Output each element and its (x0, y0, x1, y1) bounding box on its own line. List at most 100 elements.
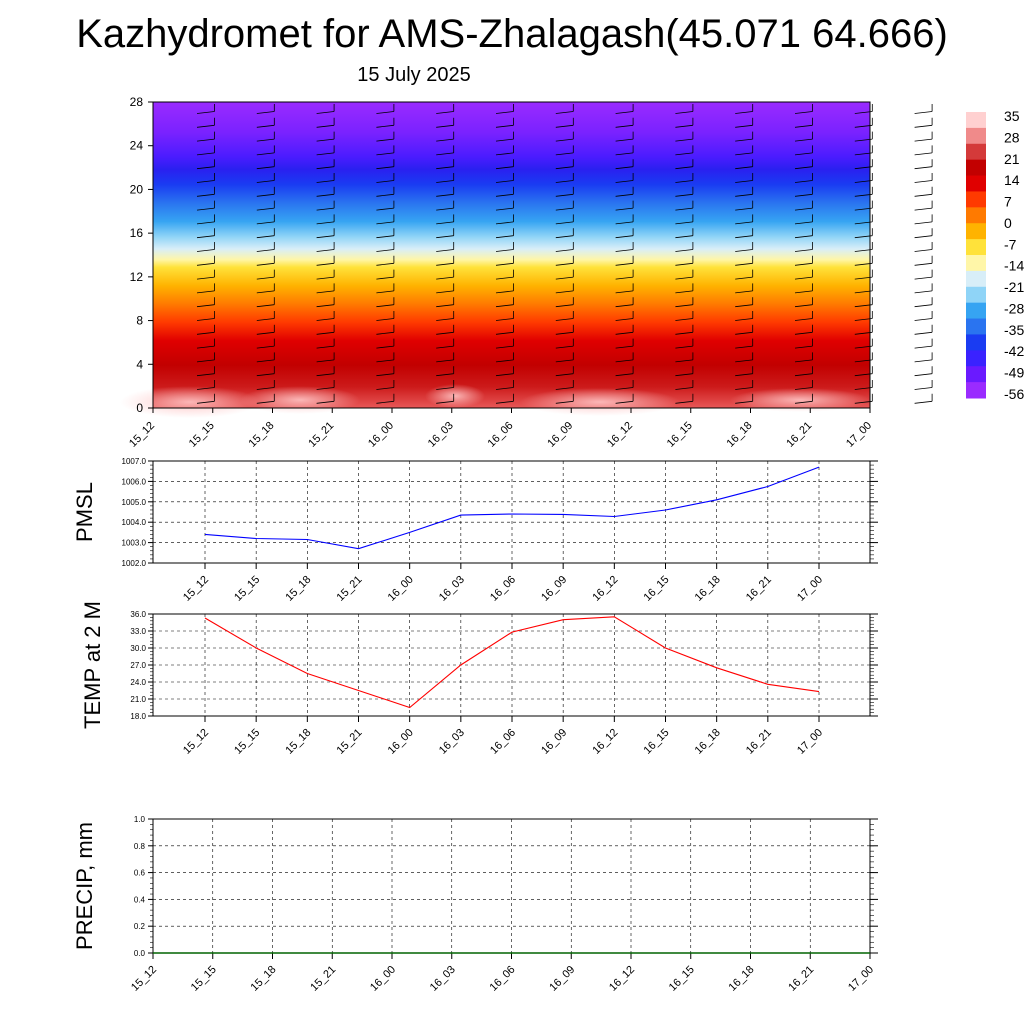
precip-ytick-label: 0.2 (134, 922, 146, 931)
heatmap-ytick-label: 8 (136, 314, 143, 328)
wind-barb (555, 290, 574, 294)
wind-barb (196, 345, 215, 349)
wind-barb (854, 345, 873, 349)
wind-barb (914, 304, 933, 308)
wind-barb (436, 387, 454, 390)
wind-barb (256, 249, 275, 252)
heatmap-xtick-label: 16_12 (605, 420, 635, 450)
wind-barb (675, 249, 693, 252)
wind-barb (914, 111, 933, 114)
wind-barb (316, 276, 335, 280)
pmsl-ytick-label: 1002.0 (122, 559, 147, 568)
heatmap-xtick-label: 15_15 (187, 420, 217, 450)
wind-barb (376, 276, 394, 280)
wind-barb (794, 276, 813, 280)
colorbar-swatch (966, 334, 986, 351)
precip-ytick-label: 0.8 (134, 842, 146, 851)
temp-ytick-label: 18.0 (130, 712, 146, 721)
precip-xtick-label: 16_03 (428, 964, 458, 994)
pmsl-ytick-label: 1005.0 (122, 498, 147, 507)
heatmap-xtick-label: 15_18 (247, 420, 277, 450)
wind-barb (735, 304, 753, 308)
wind-barb (914, 221, 933, 225)
wind-barb (196, 235, 215, 239)
precip-panel: 1.0 0.8 0.6 0.4 0.2 0.0 15_12 15_15 15_18 15_21 16… (72, 815, 878, 994)
temp-series-line (204, 616, 820, 709)
colorbar-label: 0 (1004, 215, 1012, 231)
wind-barb (436, 166, 454, 170)
precip-xtick-label: 16_15 (667, 964, 697, 994)
wind-barb (316, 207, 335, 211)
temp-xtick-label: 16_09 (539, 727, 569, 757)
wind-barb (735, 318, 753, 321)
heatmap-warm-spot-0 (120, 386, 260, 418)
wind-barb (555, 152, 574, 156)
wind-barb (675, 166, 693, 170)
wind-barb (376, 262, 394, 266)
wind-barb (436, 124, 454, 128)
wind-barb (196, 249, 215, 252)
pmsl-xtick-label: 15_15 (232, 574, 262, 604)
heatmap-xtick-label: 15_21 (306, 420, 336, 450)
heatmap-xtick-label: 16_03 (426, 420, 456, 450)
colorbar-label: -49 (1004, 365, 1024, 381)
colorbar-label: -56 (1004, 386, 1024, 402)
wind-barb (735, 180, 753, 183)
colorbar-swatch (966, 318, 986, 335)
wind-barb (495, 138, 514, 142)
wind-barb (376, 318, 394, 321)
heatmap-ytick-label: 0 (136, 401, 143, 415)
wind-barb (196, 331, 215, 335)
wind-barb (316, 152, 335, 156)
heatmap-xtick-label: 16_15 (665, 420, 695, 450)
temp-xtick-label: 15_15 (232, 727, 262, 757)
wind-barb (854, 318, 873, 321)
wind-barb (256, 235, 275, 239)
wind-barb (555, 387, 574, 390)
precip-ytick-label: 0.4 (134, 895, 146, 904)
wind-barb (675, 318, 693, 321)
colorbar: 35 28 21 14 7 0 -7 -14 -21 -28 -35 -42 -49 -56 (966, 108, 1024, 402)
wind-barb (436, 207, 454, 211)
wind-barb (376, 152, 394, 156)
wind-barb (854, 304, 873, 308)
wind-barb (376, 249, 394, 252)
wind-barb (914, 152, 933, 156)
wind-barb (615, 207, 634, 211)
wind-barb (436, 193, 454, 197)
wind-barb (675, 276, 693, 280)
pmsl-xtick-label: 16_06 (488, 574, 518, 604)
wind-barb (256, 359, 275, 363)
wind-barb (914, 262, 933, 266)
temp-xtick-label: 16_12 (590, 727, 620, 757)
wind-barb (615, 221, 634, 225)
wind-barb (256, 262, 275, 266)
wind-barb (675, 207, 693, 211)
wind-barb (495, 290, 514, 294)
colorbar-swatch (966, 207, 986, 224)
wind-barb (675, 235, 693, 239)
colorbar-swatch (966, 159, 986, 177)
wind-barb (495, 387, 514, 390)
wind-barb (735, 387, 753, 390)
heatmap-ytick-label: 20 (130, 182, 144, 196)
wind-barb (735, 221, 753, 225)
wind-barb (555, 111, 574, 114)
wind-barb (555, 276, 574, 280)
wind-barb (615, 166, 634, 170)
wind-barb (675, 262, 693, 266)
wind-barb (794, 318, 813, 321)
wind-barb (495, 276, 514, 280)
wind-barb (675, 152, 693, 156)
wind-barb (256, 373, 275, 377)
wind-barb (376, 124, 394, 128)
wind-barb (256, 318, 275, 321)
wind-barb (794, 207, 813, 211)
wind-barb (316, 166, 335, 170)
wind-barb (854, 387, 873, 390)
pmsl-ytick-label: 1004.0 (122, 518, 147, 527)
pmsl-xtick-label: 16_18 (693, 574, 723, 604)
wind-barb (854, 193, 873, 197)
wind-barb (854, 138, 873, 142)
wind-barb (675, 373, 693, 377)
